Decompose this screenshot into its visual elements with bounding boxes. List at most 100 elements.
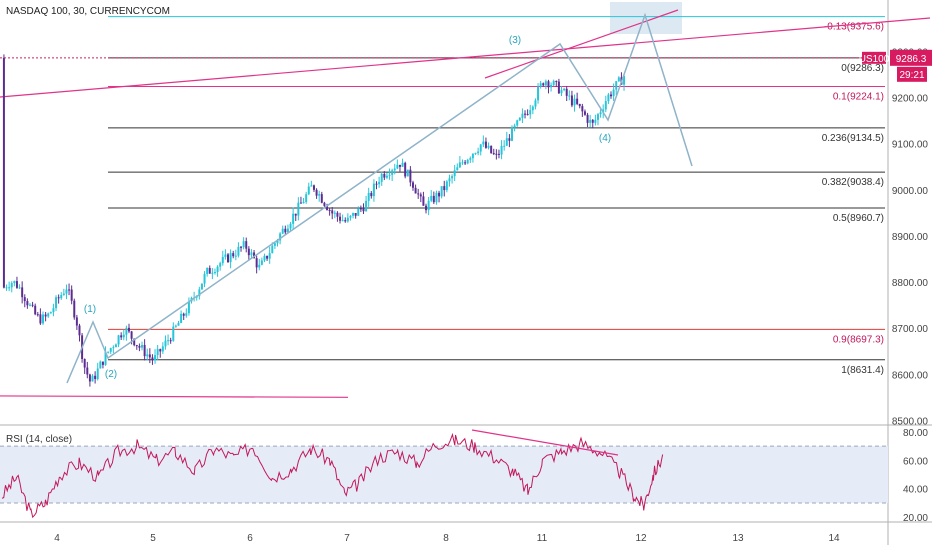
candle-body-166 [435, 192, 438, 203]
candle-body-163 [427, 200, 430, 211]
candle-body-167 [438, 192, 441, 197]
candle-body-54 [143, 344, 146, 357]
candle-body-66 [174, 325, 177, 327]
candle-body-208 [544, 81, 547, 86]
candle-body-50 [133, 338, 136, 346]
candle-body-198 [518, 117, 521, 121]
candle-body-89 [234, 255, 237, 257]
candle-body-59 [156, 349, 159, 356]
candle-body-119 [312, 185, 315, 190]
candle-body-71 [187, 301, 190, 314]
candle-body-161 [422, 196, 425, 206]
fib-label-3: 0.236(9134.5) [822, 133, 884, 144]
candle-body-165 [432, 195, 435, 203]
candle-body-214 [560, 90, 563, 94]
candle-body-60 [159, 349, 162, 352]
candle-body-113 [297, 202, 300, 216]
candle-body-18 [49, 312, 52, 314]
candle-body-45 [120, 335, 123, 338]
candle-body-148 [388, 174, 391, 176]
candle-body-68 [180, 313, 183, 323]
price-tick-6: 9100.00 [892, 140, 929, 151]
candle-body-135 [354, 212, 357, 216]
time-tick-1: 5 [150, 533, 156, 544]
candle-body-99 [260, 260, 263, 265]
candle-body-21 [57, 297, 60, 299]
candle-body-229 [599, 112, 602, 115]
candle-body-12 [34, 305, 37, 315]
candle-body-204 [534, 100, 537, 107]
fib-label-1: 0(9286.3) [841, 63, 884, 74]
candle-body-179 [469, 158, 472, 160]
candle-body-70 [185, 313, 188, 316]
candle-body-191 [500, 146, 503, 155]
elliott-wave-path [66, 12, 693, 384]
candle-body-111 [292, 213, 295, 224]
candle-body-144 [378, 181, 381, 185]
candle-body-174 [456, 167, 459, 171]
candle-body-8 [23, 297, 26, 302]
candle-body-19 [52, 308, 55, 313]
candle-body-34 [91, 375, 94, 382]
candle-body-189 [495, 153, 498, 155]
candle-body-29 [78, 325, 81, 336]
candle-body-225 [589, 119, 592, 123]
wave-label-3: (4) [599, 133, 611, 144]
candle-body-203 [531, 106, 534, 111]
candle-body-230 [602, 109, 605, 113]
candle-body-205 [537, 86, 540, 101]
price-tick-7: 9200.00 [892, 94, 929, 105]
candle-body-139 [365, 200, 368, 212]
candle-body-215 [563, 88, 566, 91]
candle-body-228 [596, 114, 599, 120]
candle-body-82 [216, 266, 219, 273]
price-badge-value: 9286.3 [896, 54, 927, 65]
candle-body-92 [242, 241, 245, 248]
candle-body-83 [219, 263, 222, 267]
candle-body-122 [320, 194, 323, 203]
candle-body-188 [492, 153, 495, 155]
candle-body-175 [458, 162, 461, 168]
wave-label-1: (2) [105, 369, 117, 380]
candle-body-182 [477, 151, 480, 154]
time-tick-8: 14 [828, 533, 840, 544]
candle-body-2 [8, 287, 11, 289]
candle-body-44 [117, 335, 120, 345]
candle-body-7 [21, 287, 24, 298]
wave-label-2: (3) [509, 35, 521, 46]
candle-body-233 [610, 94, 613, 97]
candle-body-211 [552, 80, 555, 86]
candle-body-193 [505, 138, 508, 146]
candle-body-209 [547, 81, 550, 88]
candle-body-6 [18, 287, 21, 289]
candle-body-219 [573, 98, 576, 106]
candle-body-206 [539, 83, 542, 87]
candle-body-121 [318, 194, 321, 196]
candle-body-56 [148, 354, 151, 358]
candle-body-100 [263, 255, 266, 261]
candle-body-150 [393, 168, 396, 171]
candle-body-40 [107, 351, 110, 353]
candle-body-131 [344, 220, 347, 222]
candle-body-183 [479, 144, 482, 152]
ticker-badge: US100 [859, 54, 890, 65]
candle-body-17 [47, 313, 50, 317]
candle-body-80 [211, 272, 214, 274]
fib-label-7: 1(8631.4) [841, 365, 884, 376]
candle-body-64 [169, 340, 172, 342]
candle-body-218 [570, 95, 573, 106]
fib-label-2: 0.1(9224.1) [833, 91, 884, 102]
chart-title: NASDAQ 100, 30, CURRENCYCOM [6, 6, 170, 17]
candle-body-136 [357, 208, 360, 216]
candle-body-87 [229, 253, 232, 263]
candle-body-41 [109, 348, 112, 352]
time-tick-4: 8 [443, 533, 449, 544]
candle-body-52 [138, 345, 141, 348]
candle-body-14 [39, 314, 42, 324]
channel-trendline [484, 9, 679, 79]
candle-body-129 [339, 216, 342, 221]
candle-body-39 [104, 351, 107, 365]
candle-body-25 [68, 289, 71, 291]
candle-body-27 [73, 300, 76, 318]
